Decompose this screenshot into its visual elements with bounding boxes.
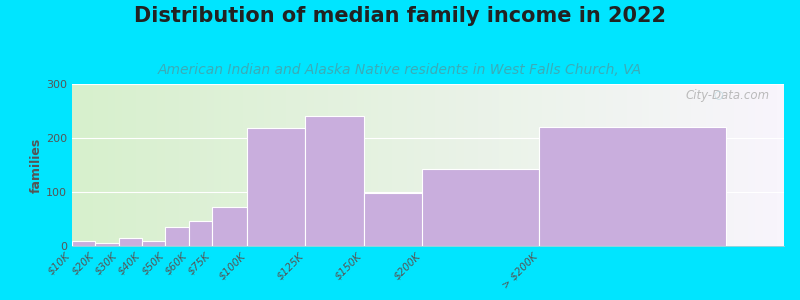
Bar: [166, 227, 189, 246]
Text: Distribution of median family income in 2022: Distribution of median family income in …: [134, 6, 666, 26]
Bar: [539, 127, 726, 246]
Bar: [95, 243, 118, 246]
Text: ○: ○: [714, 89, 723, 99]
Text: American Indian and Alaska Native residents in West Falls Church, VA: American Indian and Alaska Native reside…: [158, 63, 642, 77]
Y-axis label: families: families: [30, 137, 43, 193]
Bar: [247, 128, 306, 246]
Text: City-Data.com: City-Data.com: [686, 89, 770, 102]
Bar: [72, 241, 95, 246]
Bar: [364, 193, 481, 246]
Bar: [142, 241, 166, 246]
Bar: [189, 220, 212, 246]
Bar: [306, 116, 364, 246]
Bar: [118, 238, 142, 246]
Bar: [212, 207, 247, 246]
Bar: [422, 169, 539, 246]
